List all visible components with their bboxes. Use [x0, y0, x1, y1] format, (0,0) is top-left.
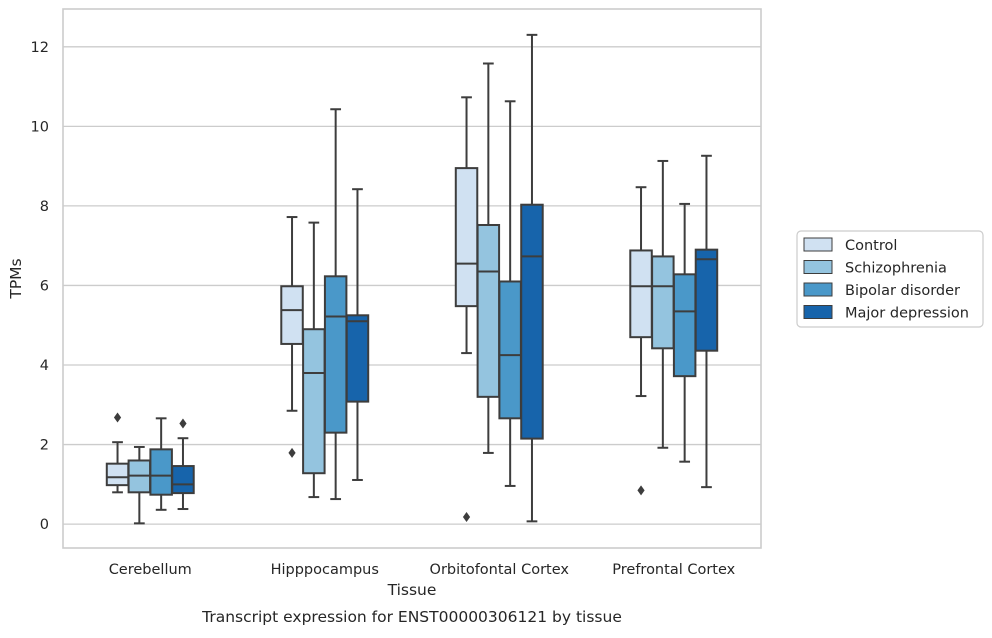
- box: [127, 445, 152, 525]
- x-tick-labels: Cerebellum Hipppocampus Orbitofontal Corte…: [109, 562, 736, 578]
- legend: Control Schizophrenia Bipolar disorder Majo…: [796, 230, 984, 328]
- series-major-depression: [171, 33, 719, 523]
- box: [323, 108, 348, 501]
- y-tick-labels: 0 2 4 6 8 10 12: [31, 40, 49, 533]
- legend-item: Major depression: [803, 305, 969, 322]
- box: [302, 221, 326, 499]
- chart-title: Transcript expression for ENST0000030612…: [201, 608, 622, 626]
- outlier-point: [113, 412, 122, 423]
- series-control: [105, 96, 653, 522]
- y-tick-label: 6: [40, 278, 49, 294]
- box-body: [323, 275, 348, 434]
- box-body: [302, 328, 326, 475]
- x-axis-label: Tissue: [387, 581, 437, 599]
- legend-swatch: [803, 282, 833, 297]
- box: [345, 188, 370, 481]
- box: [672, 202, 697, 463]
- series-bipolar-disorder: [149, 100, 697, 511]
- legend-frame: [796, 230, 984, 328]
- legend-label: Major depression: [845, 306, 969, 322]
- box-body: [629, 249, 653, 339]
- box-groups: [105, 33, 719, 525]
- box: [520, 33, 544, 523]
- y-tick-label: 8: [40, 199, 49, 215]
- box: [280, 216, 304, 458]
- plot-frame: [62, 8, 762, 549]
- y-tick-label: 4: [40, 358, 49, 374]
- box-body: [149, 448, 173, 496]
- box-body: [476, 223, 501, 398]
- x-tick-label: Orbitofontal Cortex: [430, 562, 570, 578]
- y-axis-label: TPMs: [7, 258, 25, 299]
- outlier-point: [637, 485, 645, 496]
- box-body: [498, 280, 522, 420]
- box: [171, 418, 195, 511]
- legend-label: Schizophrenia: [845, 261, 947, 277]
- box-body: [694, 248, 719, 352]
- box-body: [651, 255, 675, 350]
- x-tick-label: Cerebellum: [109, 562, 192, 578]
- box: [651, 159, 675, 449]
- legend-item: Bipolar disorder: [803, 282, 960, 299]
- box-body: [171, 465, 195, 495]
- box-body: [520, 203, 544, 440]
- box-body: [345, 314, 370, 403]
- outlier-point: [462, 511, 471, 522]
- y-tick-label: 10: [31, 119, 49, 135]
- legend-label: Control: [845, 238, 897, 254]
- legend-swatch: [803, 260, 833, 274]
- outlier-point: [288, 447, 296, 458]
- box-body: [454, 167, 479, 308]
- x-tick-label: Hipppocampus: [271, 562, 379, 578]
- box: [694, 154, 719, 489]
- legend-swatch: [803, 305, 833, 319]
- y-gridlines: [63, 46, 761, 525]
- legend-item: Schizophrenia: [803, 260, 947, 277]
- box: [629, 186, 653, 496]
- y-tick-label: 2: [40, 438, 49, 454]
- legend-item: Control: [803, 237, 897, 254]
- y-tick-label: 12: [31, 40, 49, 56]
- box-body: [280, 285, 304, 345]
- box-body: [105, 462, 130, 487]
- x-tick-label: Prefrontal Cortex: [612, 562, 735, 578]
- y-tick-label: 0: [40, 517, 49, 533]
- box-body: [672, 273, 697, 378]
- legend-label: Bipolar disorder: [845, 283, 960, 299]
- outlier-point: [179, 418, 187, 429]
- legend-swatch: [803, 237, 833, 252]
